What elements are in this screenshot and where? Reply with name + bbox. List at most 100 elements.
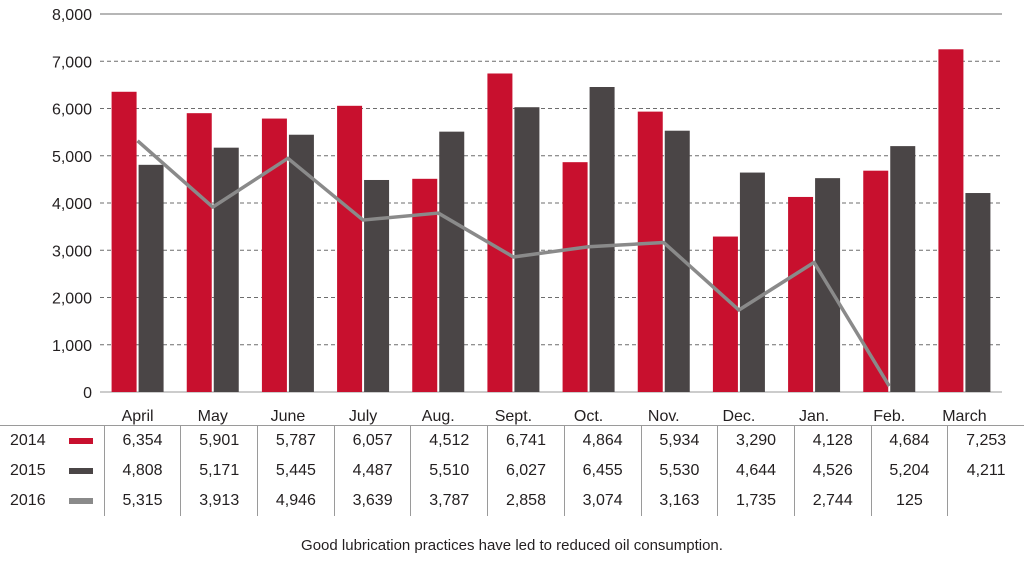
data-label: 6,455 [563, 456, 641, 486]
bar-2014 [562, 162, 588, 392]
bar-2015 [364, 179, 390, 392]
bar-2015 [739, 172, 765, 392]
y-tick-label: 8,000 [52, 7, 92, 24]
data-label: 5,510 [410, 456, 488, 486]
line-series [136, 139, 891, 388]
x-category-label: July [349, 408, 377, 425]
bar-2014 [863, 170, 889, 392]
data-label: 6,741 [487, 425, 565, 456]
data-label: 3,639 [333, 486, 411, 516]
bar-2015 [514, 107, 540, 393]
bar-2015 [138, 164, 164, 392]
bar-2014 [261, 118, 287, 393]
data-label: 4,128 [793, 425, 872, 456]
x-category-label: Jan. [799, 408, 829, 425]
data-label: 4,512 [410, 425, 488, 456]
y-tick-label: 6,000 [52, 102, 92, 119]
legend-swatch-cell [57, 425, 105, 456]
data-label: 4,808 [103, 456, 181, 486]
data-label: 4,487 [333, 456, 411, 486]
x-category-label: June [271, 408, 306, 425]
x-category-label: April [122, 408, 154, 425]
y-tick-label: 0 [83, 385, 92, 402]
bar-2014 [788, 196, 814, 392]
data-label: 2,744 [793, 486, 872, 516]
chart: 0 1,000 2,000 3,000 4,000 5,000 6,000 7,000 8,00… [52, 7, 1002, 425]
data-label: 6,354 [103, 425, 181, 456]
data-label: 4,211 [947, 456, 1024, 486]
bar-2014 [186, 113, 212, 393]
data-label: 4,946 [257, 486, 335, 516]
y-tick-label: 1,000 [52, 338, 92, 355]
data-label: 3,290 [717, 425, 795, 456]
data-label: 3,074 [563, 486, 641, 516]
legend-swatch [68, 437, 93, 444]
x-category-label: Oct. [574, 408, 603, 425]
series-name: 2016 [10, 492, 46, 509]
bar-2015 [288, 134, 314, 392]
series-name: 2014 [0, 425, 58, 456]
x-category-label: Nov. [648, 408, 680, 425]
x-category-label: Dec. [722, 408, 755, 425]
bar-2014 [712, 236, 738, 392]
data-label: 125 [870, 486, 948, 516]
data-label: 2,858 [487, 486, 565, 516]
bar-2014 [412, 178, 438, 392]
data-label: 4,684 [870, 425, 948, 456]
data-table: 2014 6,354 5,901 5,787 6,057 4,512 6,741 4,864 5… [0, 425, 1024, 516]
y-axis-ticks: 0 1,000 2,000 3,000 4,000 5,000 6,000 7,000 8,00… [52, 7, 92, 402]
legend-swatch-cell [58, 486, 104, 516]
data-label: 7,253 [947, 425, 1024, 456]
data-label: 5,787 [257, 425, 335, 456]
y-tick-label: 2,000 [52, 291, 92, 308]
bar-2014 [487, 73, 513, 393]
data-label: 5,901 [180, 425, 258, 456]
bar-2015 [439, 131, 465, 392]
data-label [947, 486, 1024, 516]
data-label: 5,204 [870, 456, 948, 486]
y-tick-label: 3,000 [52, 243, 92, 260]
x-category-label: Sept. [495, 408, 532, 425]
x-category-label: Feb. [873, 408, 905, 425]
legend-swatch-cell [58, 456, 104, 486]
y-tick-label: 7,000 [52, 54, 92, 71]
bar-2014 [637, 111, 663, 392]
y-tick-label: 5,000 [52, 149, 92, 166]
legend-swatch [68, 497, 93, 504]
data-label: 5,934 [640, 425, 718, 456]
series-name: 2015 [10, 462, 46, 479]
bar-2014 [337, 105, 363, 392]
table-row: 2015 4,808 5,171 5,445 4,487 5,510 6,027 6,455 5… [0, 456, 1024, 486]
data-label: 3,787 [410, 486, 488, 516]
data-label: 4,526 [793, 456, 872, 486]
x-category-label: March [942, 408, 986, 425]
table-row: 2014 6,354 5,901 5,787 6,057 4,512 6,741 4,864 5… [0, 425, 1024, 456]
bar-2015 [589, 87, 615, 392]
data-label: 1,735 [717, 486, 795, 516]
table-row: 2016 5,315 3,913 4,946 3,639 3,787 2,858 3,074 3… [0, 486, 1024, 516]
gridlines [100, 13, 1002, 393]
legend-swatch [68, 467, 93, 474]
bar-2014 [938, 49, 964, 393]
line-2016 [136, 139, 891, 388]
data-label: 6,027 [487, 456, 565, 486]
bars [111, 49, 991, 393]
y-tick-label: 4,000 [52, 196, 92, 213]
data-label: 4,644 [717, 456, 795, 486]
data-label: 5,445 [257, 456, 335, 486]
x-category-label: May [198, 408, 228, 425]
data-label: 5,315 [103, 486, 181, 516]
data-label: 6,057 [333, 425, 411, 456]
x-category-label: Aug. [422, 408, 455, 425]
data-label: 4,864 [563, 425, 641, 456]
bar-2015 [965, 193, 991, 392]
bar-2015 [213, 147, 239, 392]
data-label: 3,163 [640, 486, 718, 516]
data-label: 5,171 [180, 456, 258, 486]
bar-2015 [890, 146, 916, 392]
caption: Good lubrication practices have led to r… [301, 537, 723, 554]
x-axis-categories: April May June July Aug. Sept. Oct. Nov. Dec. Jan… [122, 408, 987, 425]
data-label: 3,913 [180, 486, 258, 516]
bar-2014 [111, 91, 137, 392]
data-label: 5,530 [640, 456, 718, 486]
